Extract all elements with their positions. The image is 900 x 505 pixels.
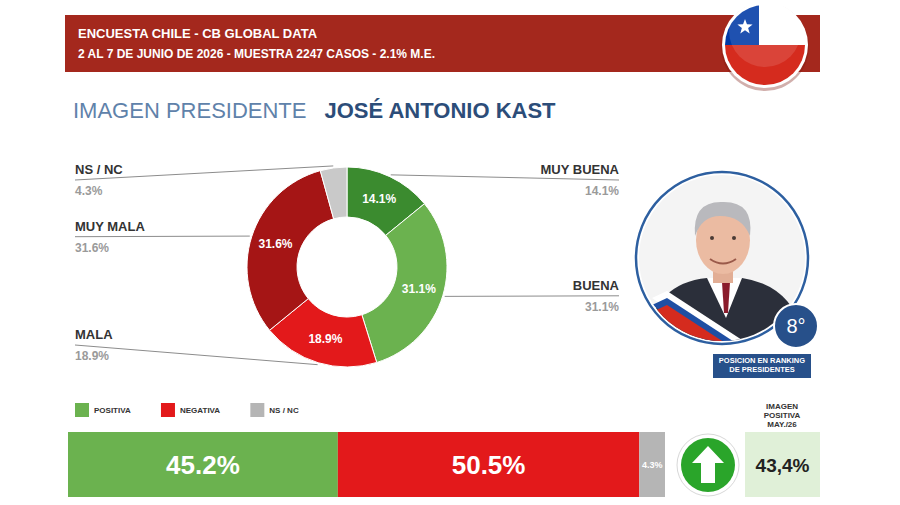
leader-line	[75, 345, 318, 365]
bar-label: 45.2%	[166, 450, 240, 480]
flag	[725, 0, 805, 85]
header-band	[65, 15, 820, 72]
donut-labels: 14.1% MUY BUENA 14.1% 31.1% BUENA 31.1% 18.9% M…	[75, 162, 620, 365]
category-label: MALA	[75, 327, 113, 342]
category-label: NS / NC	[75, 162, 123, 177]
title-line: MAY./26	[767, 420, 797, 429]
slice-label: 14.1%	[362, 192, 396, 206]
title-line: IMAGEN	[766, 402, 798, 411]
smile	[710, 259, 736, 264]
hair	[695, 202, 751, 236]
previous-value: 43,4%	[756, 455, 810, 476]
leader-line	[445, 295, 619, 297]
category-value: 18.9%	[75, 349, 109, 363]
header-title: ENCUESTA CHILE - CB GLOBAL DATA	[78, 26, 318, 41]
category-label: MUY MALA	[75, 219, 145, 234]
trend-circle	[681, 438, 735, 492]
previous-title: IMAGENPOSITIVAMAY./26	[764, 402, 801, 429]
flag-gloss	[729, 0, 801, 67]
bar-group	[68, 432, 665, 497]
header-subtitle: 2 AL 7 DE JUNIO DE 2026 - MUESTRA 2247 C…	[78, 47, 435, 61]
category-value: 14.1%	[585, 184, 619, 198]
shirt	[707, 278, 742, 318]
title-line: POSITIVA	[764, 411, 801, 420]
slice-label: 18.9%	[308, 332, 342, 346]
heading-label: IMAGEN PRESIDENTE	[73, 98, 306, 123]
previous-box	[745, 432, 820, 497]
legend-label: POSITIVA	[94, 406, 131, 415]
category-label: MUY BUENA	[541, 162, 620, 177]
trend-ring	[677, 434, 739, 496]
eye	[732, 236, 736, 240]
donut-slice	[320, 167, 347, 219]
caption-line: POSICION EN RANKING	[719, 356, 805, 365]
bar-label: 4.3%	[642, 460, 663, 470]
category-value: 31.1%	[585, 300, 619, 314]
trend-arrow	[692, 446, 724, 483]
ranking-caption-bg	[713, 354, 811, 378]
donut	[247, 167, 447, 367]
slice-label: 31.6%	[259, 237, 293, 251]
legend-swatch	[75, 403, 89, 417]
caption-line: DE PRESIDENTES	[729, 365, 794, 374]
ranking-caption: POSICION EN RANKINGDE PRESIDENTES	[719, 356, 805, 374]
donut-slice	[247, 171, 334, 331]
ranking-badge	[774, 304, 818, 348]
eye	[710, 236, 714, 240]
bar-labels: 45.2% 50.5% 4.3%	[166, 450, 662, 480]
category-value: 4.3%	[75, 184, 103, 198]
legend-swatch	[250, 403, 264, 417]
leader-line	[75, 236, 250, 238]
legend-swatch	[161, 403, 175, 417]
tie	[722, 282, 730, 313]
legend-label: NS / NC	[269, 406, 299, 415]
bar-segment	[338, 432, 639, 497]
donut-slice	[362, 204, 447, 363]
bar-segment	[68, 432, 338, 497]
slice-label: 31.1%	[402, 282, 436, 296]
bar-segment	[639, 432, 665, 497]
ranking-label: 8°	[786, 315, 805, 337]
category-label: BUENA	[573, 278, 620, 293]
legend: POSITIVA NEGATIVA NS / NC	[75, 403, 299, 417]
heading-name: JOSÉ ANTONIO KAST	[324, 98, 556, 123]
legend-label: NEGATIVA	[180, 406, 220, 415]
canvas: ENCUESTA CHILE - CB GLOBAL DATA 2 AL 7 DE…	[0, 0, 900, 505]
bar-label: 50.5%	[452, 450, 526, 480]
category-value: 31.6%	[75, 241, 109, 255]
